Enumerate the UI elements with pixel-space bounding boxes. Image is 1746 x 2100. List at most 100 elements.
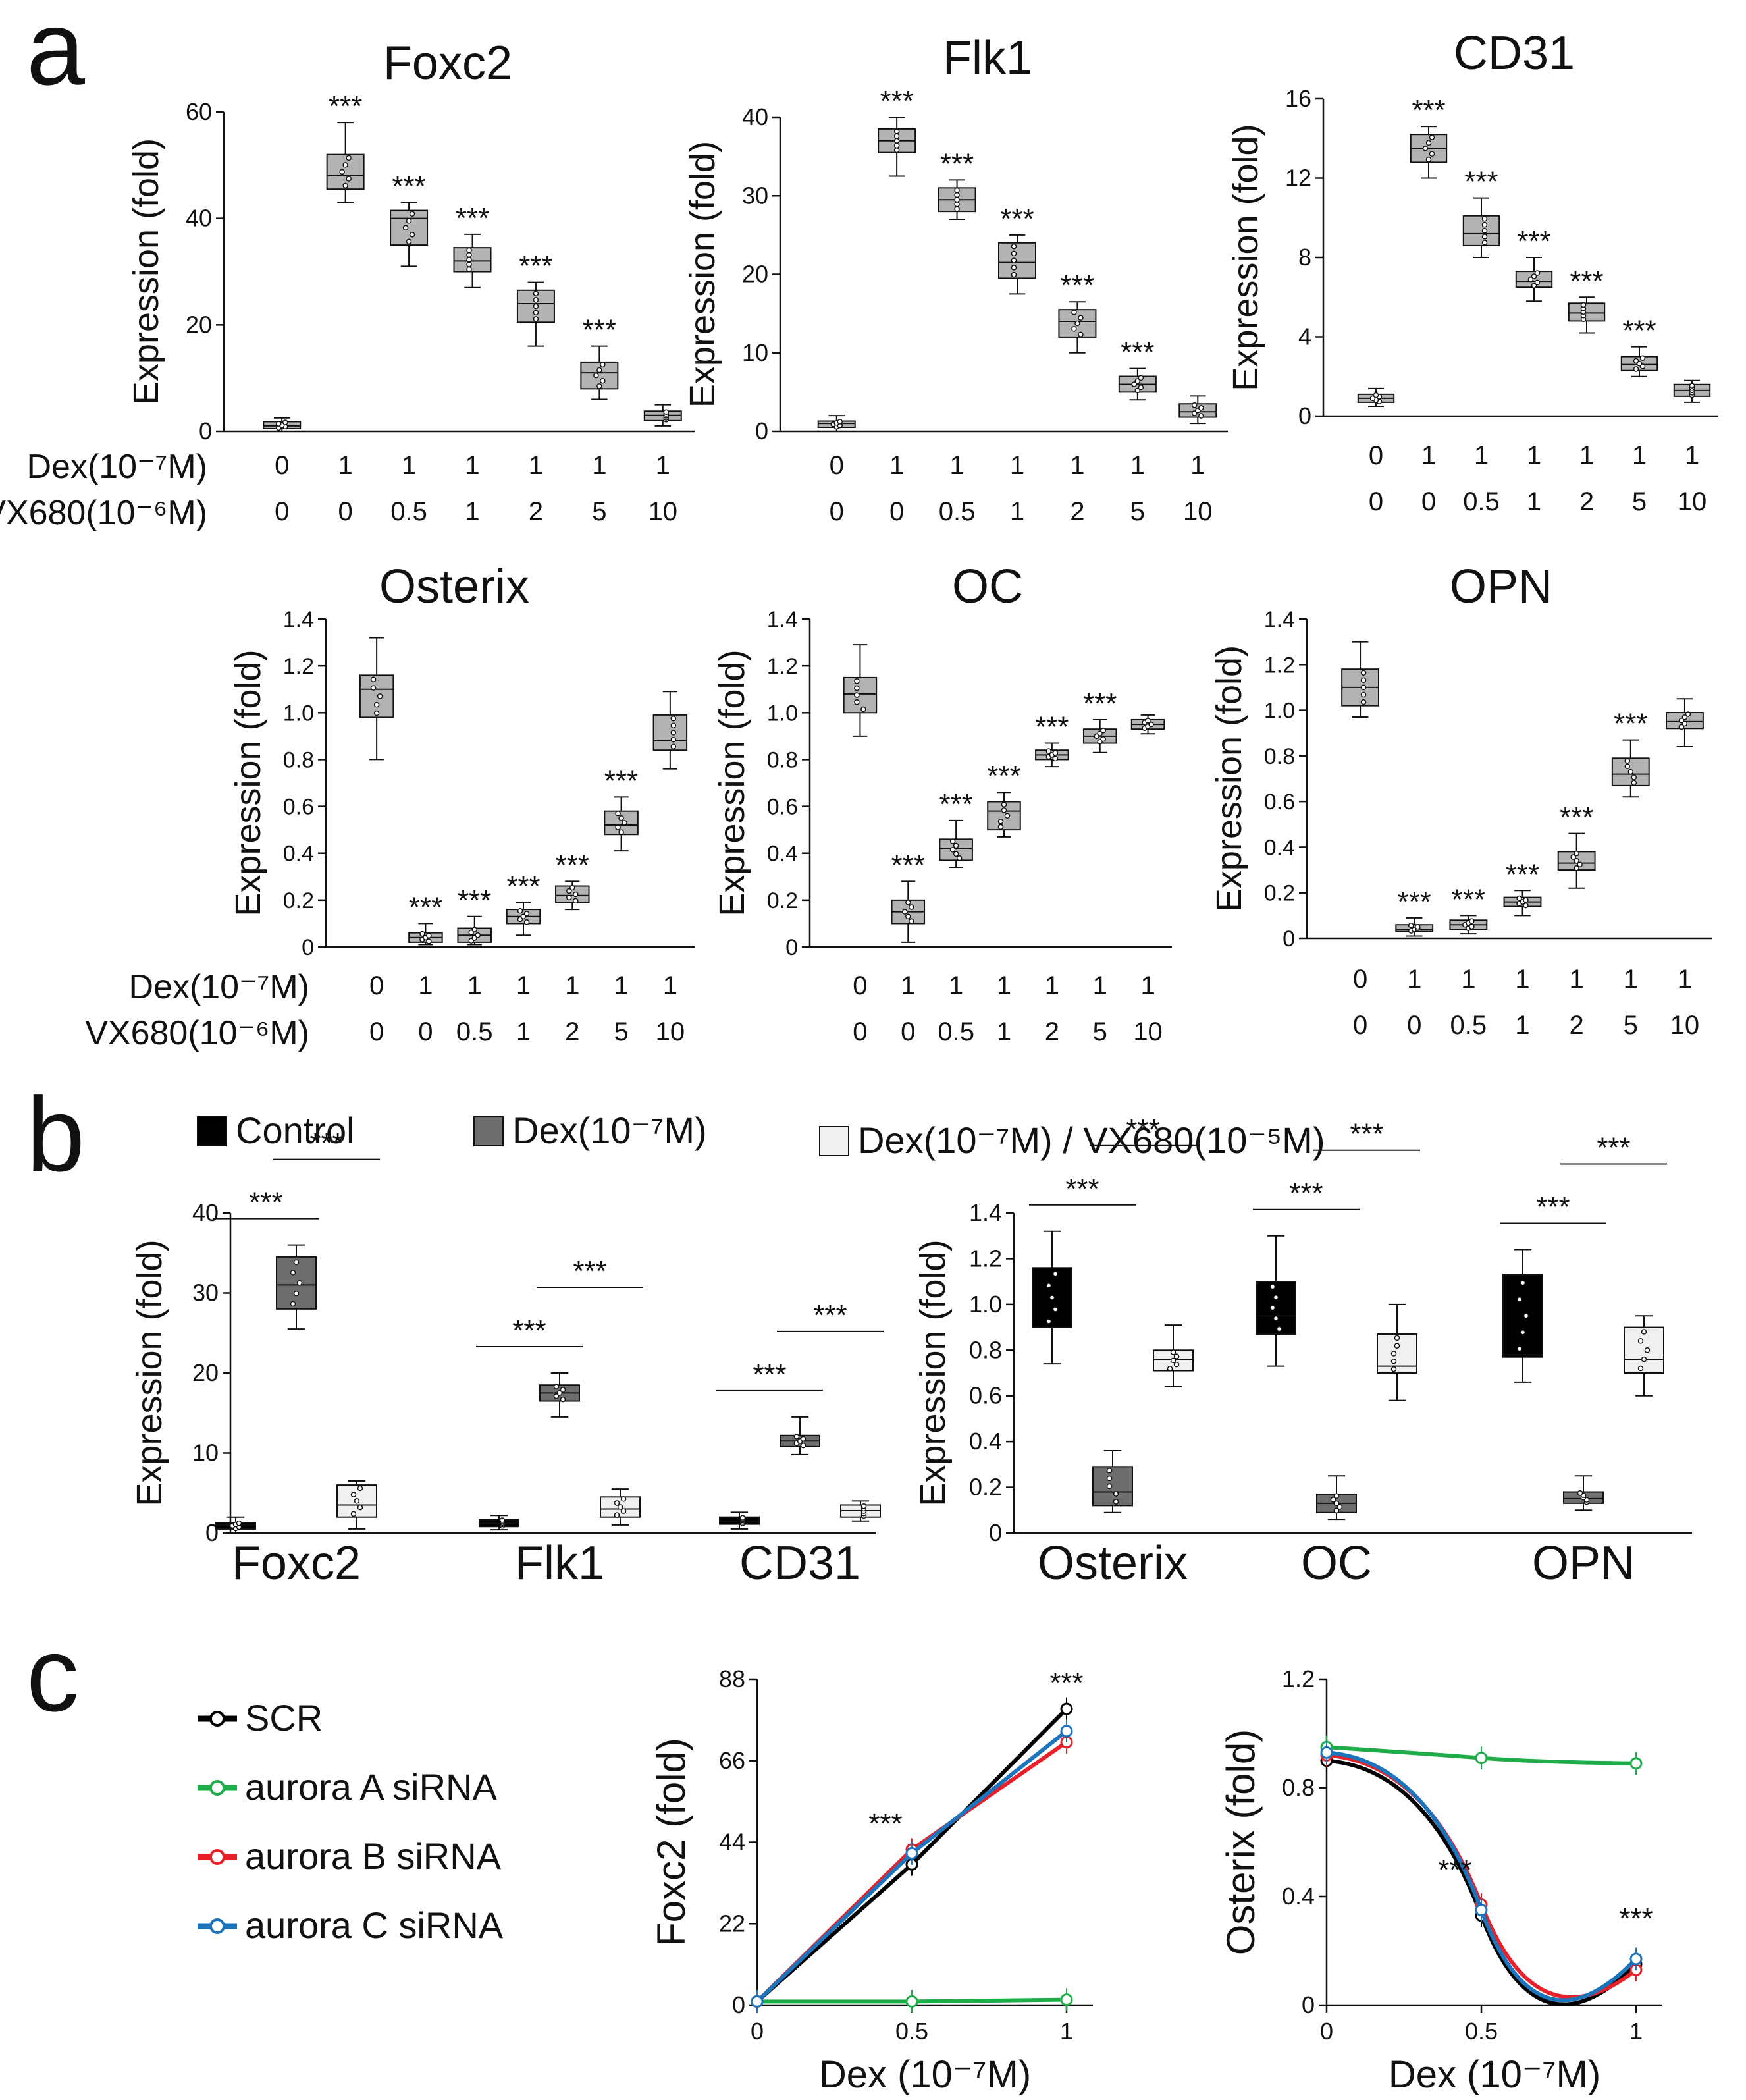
data-point [1523, 897, 1529, 903]
vx680-value: 2 [565, 1017, 579, 1046]
data-point [533, 310, 539, 315]
data-point [1523, 1312, 1529, 1319]
y-tick-label: 0.6 [969, 1382, 1002, 1409]
data-point [1011, 257, 1017, 263]
y-tick-label: 40 [186, 205, 212, 232]
data-point [1078, 331, 1084, 337]
x-tick-label: 0.5 [1465, 2018, 1498, 2045]
y-tick-label: 30 [192, 1279, 219, 1306]
data-point [1011, 250, 1017, 257]
series-marker [1629, 1757, 1643, 1770]
y-tick-label: 8 [1298, 244, 1311, 271]
data-point [949, 847, 956, 853]
dex-value: 1 [1407, 965, 1421, 994]
data-point [1574, 865, 1579, 871]
box-group-5 [580, 345, 619, 400]
data-point [663, 409, 670, 415]
significance-stars: *** [573, 1255, 606, 1287]
vx680-value: 0.5 [390, 497, 427, 526]
significance-stars: *** [1438, 1854, 1471, 1886]
dex-value: 1 [949, 971, 963, 1000]
vx680-value: 5 [614, 1017, 628, 1046]
data-point [523, 911, 530, 917]
data-point [293, 1259, 300, 1265]
data-point [1360, 691, 1367, 698]
data-point [893, 133, 900, 139]
data-point [1045, 748, 1052, 754]
data-point [560, 1387, 566, 1393]
data-point [893, 128, 900, 134]
data-point [1071, 310, 1077, 315]
significance-stars: *** [813, 1299, 847, 1332]
box [939, 838, 973, 861]
data-point [800, 1436, 807, 1442]
data-point [620, 1508, 627, 1514]
y-axis-label: Osterix (fold) [1219, 1729, 1263, 1955]
data-point [466, 261, 472, 267]
box-group-6 [1673, 379, 1711, 403]
dex-value: 1 [1678, 965, 1692, 994]
box-group-4 [1557, 832, 1596, 889]
data-point [905, 900, 911, 905]
series-line-SCR [1326, 1758, 1638, 2006]
x-tick-label: 0 [751, 2018, 764, 2045]
significance-stars: *** [1121, 337, 1154, 369]
vx680-value: 10 [1183, 497, 1213, 526]
dex-value: 1 [663, 971, 677, 1000]
legend-label: Control [236, 1110, 355, 1151]
data-point [614, 1512, 620, 1518]
data-point [1049, 1295, 1055, 1301]
data-point [1390, 1359, 1397, 1364]
data-point [1011, 271, 1017, 278]
data-point [1360, 677, 1367, 684]
gene-label: CD31 [739, 1537, 860, 1590]
data-point [370, 676, 377, 683]
box-OC-0 [1256, 1235, 1296, 1367]
dex-value: 1 [1527, 441, 1541, 470]
series-marker [1629, 1952, 1643, 1966]
y-tick-label: 1.2 [1282, 1665, 1315, 1692]
data-point [1045, 1318, 1052, 1324]
data-point [1408, 923, 1414, 929]
dex-value: 1 [997, 971, 1011, 1000]
y-tick-label: 0.4 [1264, 835, 1295, 860]
vx680-value: 0 [418, 1017, 433, 1046]
y-tick-label: 1.4 [767, 607, 798, 632]
box-group-1 [408, 923, 443, 946]
x-axis-label: Dex (10⁻⁷M) [819, 2053, 1031, 2096]
y-tick-label: 60 [186, 98, 212, 125]
data-point [615, 824, 621, 830]
chart-title: Foxc2 [383, 37, 512, 90]
data-point [893, 142, 900, 149]
dex-value: 1 [516, 971, 531, 1000]
data-point [573, 898, 579, 904]
box-group-0 [263, 417, 302, 432]
y-tick-label: 12 [1285, 165, 1311, 192]
data-point [566, 894, 572, 901]
significance-stars: *** [1061, 269, 1094, 302]
data-point [954, 196, 960, 203]
data-point [357, 1504, 363, 1511]
x-axis-label: Dex (10⁻⁷M) [1389, 2053, 1600, 2096]
y-tick-label: 1.2 [1264, 653, 1295, 678]
data-point [475, 932, 481, 938]
data-point [1523, 902, 1529, 909]
y-tick-label: 0.2 [969, 1474, 1002, 1501]
box [1092, 1466, 1133, 1507]
data-point [670, 715, 677, 722]
data-point [1100, 736, 1106, 742]
dex-value: 0 [853, 971, 867, 1000]
box-group-0 [1341, 641, 1379, 718]
box-group-3 [987, 792, 1021, 838]
data-point [954, 202, 960, 207]
series-marker [751, 1995, 764, 2008]
box-group-1 [891, 880, 926, 943]
y-axis-label: Expression (fold) [913, 1239, 953, 1506]
y-axis-label: Expression (fold) [1209, 645, 1249, 912]
data-point [560, 1396, 566, 1403]
data-point [1639, 355, 1646, 361]
data-point [1106, 1475, 1113, 1482]
data-point [1131, 381, 1138, 387]
data-point [837, 419, 843, 425]
vx680-row-title: VX680(10⁻⁶M) [85, 1014, 309, 1052]
